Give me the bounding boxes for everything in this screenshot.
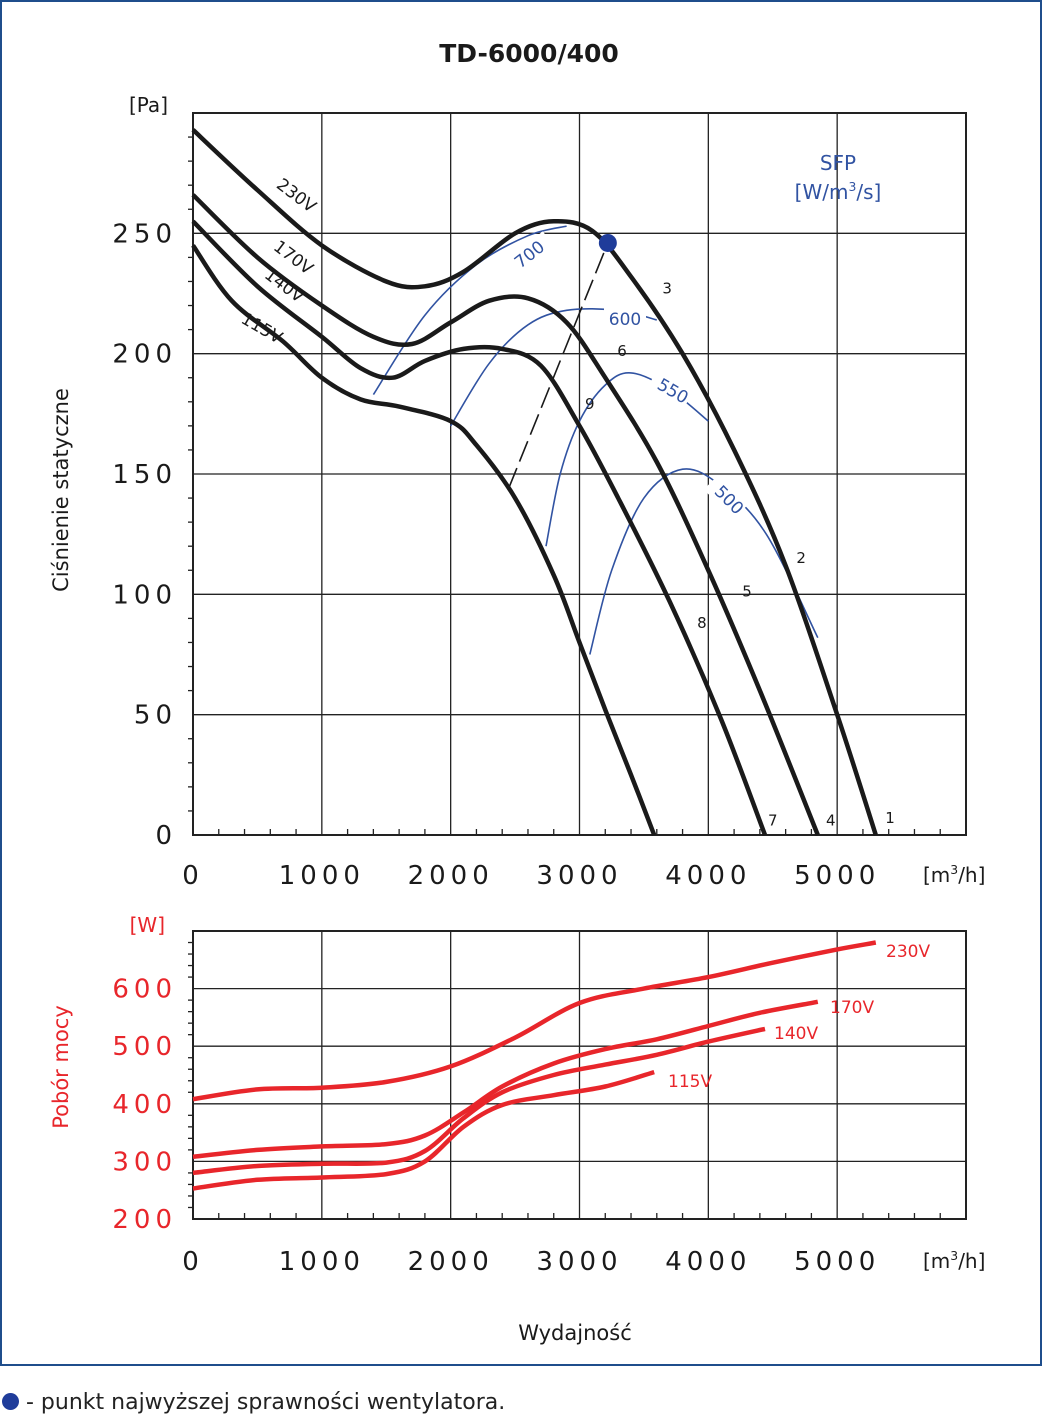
power-x-unit: [m3/h]: [923, 1248, 985, 1273]
point-label-1: 1: [885, 809, 895, 827]
pressure-y-unit: [Pa]: [129, 93, 168, 117]
best-point-legend-icon: [2, 1393, 19, 1410]
power-y-unit: [W]: [130, 913, 165, 937]
power-x-tick-label: 2000: [408, 1247, 494, 1277]
pressure-curve-140V: [191, 219, 768, 836]
pressure-x-tick-label: 4000: [665, 861, 751, 891]
efficiency-dashed-line: [507, 242, 609, 489]
power-series-label-140V: 140V: [774, 1024, 818, 1044]
power-x-tick-label: 4000: [665, 1247, 751, 1277]
point-label-6: 6: [617, 342, 627, 360]
power-series-label-115V: 115V: [668, 1072, 712, 1092]
pressure-y-tick-label: 50: [134, 701, 177, 731]
power-series-label-230V: 230V: [886, 942, 930, 962]
point-label-8: 8: [697, 614, 707, 632]
sfp-unit: [W/m3/s]: [795, 179, 882, 204]
chart-canvas: TD-6000/4000 1000 2000 3000 4000 500005010015…: [49, 39, 985, 1345]
pressure-y-tick-label: 150: [112, 460, 177, 490]
pressure-x-tick-label: 2000: [408, 861, 494, 891]
point-label-3: 3: [662, 280, 672, 298]
pressure-curve-115V: [191, 244, 657, 836]
power-curve-230V: [192, 940, 877, 1102]
power-y-axis-label: Pobór mocy: [49, 1005, 73, 1129]
power-y-tick-label: 400: [112, 1090, 177, 1120]
power-x-tick-label: 1000: [279, 1247, 365, 1277]
pressure-curve-170V: [191, 193, 820, 836]
pressure-series-label-115V: 115V: [237, 309, 285, 349]
sfp-label-bg: [509, 231, 556, 274]
power-y-tick-label: 500: [112, 1032, 177, 1062]
pressure-y-tick-label: 200: [112, 340, 177, 370]
sfp-label-600: 600: [609, 310, 641, 330]
pressure-plot-border: [192, 112, 967, 836]
footer-legend-text: - punkt najwyższej sprawności wentylator…: [26, 1390, 506, 1415]
power-curve-140V: [192, 1026, 766, 1176]
sfp-label-bg: [703, 475, 748, 520]
sfp-label-bg: [604, 308, 646, 328]
power-x-tick-label: 3000: [536, 1247, 622, 1277]
pressure-x-tick-label: 3000: [536, 861, 622, 891]
pressure-x-tick-label: 0: [182, 861, 204, 891]
pressure-curve-230V: [191, 128, 878, 836]
power-y-tick-label: 300: [112, 1147, 177, 1177]
point-label-9: 9: [585, 395, 595, 413]
point-label-4: 4: [826, 811, 836, 829]
pressure-x-tick-label: 5000: [794, 861, 880, 891]
sfp-title: SFP: [820, 151, 856, 175]
pressure-x-tick-label: 1000: [279, 861, 365, 891]
power-series-label-170V: 170V: [830, 998, 874, 1018]
chart-frame: [0, 0, 1042, 1366]
pressure-y-tick-label: 0: [155, 821, 177, 851]
power-y-tick-label: 200: [112, 1205, 177, 1235]
footer-legend: - punkt najwyższej sprawności wentylator…: [0, 1390, 505, 1420]
power-x-tick-label: 5000: [794, 1247, 880, 1277]
best-efficiency-point: [598, 233, 617, 252]
sfp-label-bg: [647, 369, 694, 409]
pressure-y-tick-label: 250: [112, 219, 177, 249]
power-plot-border: [192, 930, 967, 1220]
pressure-y-axis-label: Ciśnienie statyczne: [49, 388, 73, 592]
power-x-axis-label: Wydajność: [518, 1321, 632, 1345]
chart-title: TD-6000/400: [439, 39, 619, 68]
point-label-2: 2: [796, 549, 806, 567]
power-y-tick-label: 600: [112, 975, 177, 1005]
point-label-5: 5: [742, 583, 752, 601]
power-curve-170V: [192, 999, 819, 1160]
pressure-x-unit: [m3/h]: [923, 862, 985, 887]
point-label-7: 7: [768, 811, 778, 829]
power-curve-115V: [192, 1069, 655, 1191]
pressure-y-tick-label: 100: [112, 580, 177, 610]
power-x-tick-label: 0: [182, 1247, 204, 1277]
sfp-curve-500: [589, 468, 819, 655]
